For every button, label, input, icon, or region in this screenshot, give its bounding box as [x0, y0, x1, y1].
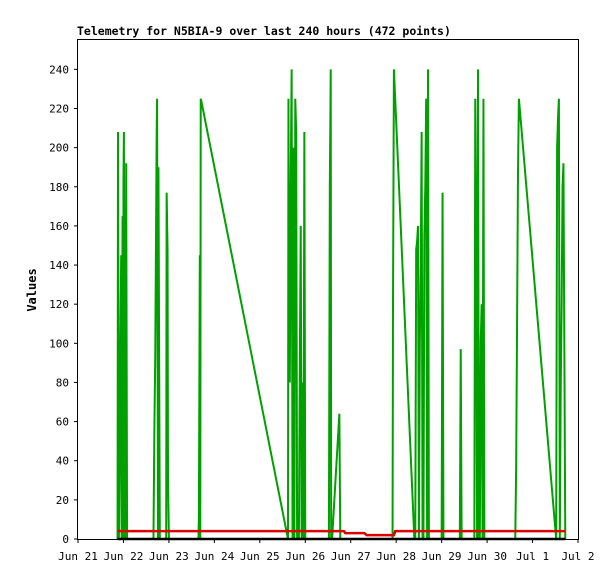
y-tick-label: 40 [56, 455, 69, 468]
y-tick-label: 20 [56, 494, 69, 507]
y-tick-label: 0 [62, 533, 69, 546]
x-tick-label: Jun 25 [240, 550, 280, 563]
chart-title: Telemetry for N5BIA-9 over last 240 hour… [77, 24, 451, 38]
x-tick-label: Jun 23 [149, 550, 189, 563]
y-tick-label: 200 [49, 142, 69, 155]
y-tick-label: 60 [56, 416, 69, 429]
y-tick-label: 140 [49, 259, 69, 272]
y-tick-label: 80 [56, 376, 69, 389]
y-axis-label: Values [25, 268, 39, 311]
x-tick-label: Jun 28 [376, 550, 416, 563]
series-layer [116, 69, 567, 541]
series-line-0 [116, 69, 567, 540]
y-tick-label: 120 [49, 298, 69, 311]
y-tick-label: 220 [49, 102, 69, 115]
x-tick-label: Jun 24 [194, 550, 234, 563]
y-tick-label: 240 [49, 63, 69, 76]
x-tick-label: Jun 30 [467, 550, 507, 563]
x-tick-label: Jun 29 [422, 550, 462, 563]
series-line-1 [117, 529, 566, 537]
y-tick-label: 160 [49, 220, 69, 233]
x-tick-label: Jul 1 [516, 550, 549, 563]
y-axis-ticks: 0 20 40 60 80 100 120 140 160 180 200 220 240 [49, 63, 78, 546]
x-tick-label: Jun 27 [331, 550, 371, 563]
x-axis-ticks: Jun 21 Jun 22 Jun 23 Jun 24 Jun 25 Jun 26 Jun … [58, 539, 595, 563]
x-tick-label: Jun 22 [104, 550, 144, 563]
y-tick-label: 100 [49, 337, 69, 350]
plot-area [77, 39, 579, 540]
x-tick-label: Jun 26 [285, 550, 325, 563]
y-tick-label: 180 [49, 181, 69, 194]
x-tick-label: Jun 21 [58, 550, 98, 563]
x-tick-label: Jul 2 [561, 550, 594, 563]
